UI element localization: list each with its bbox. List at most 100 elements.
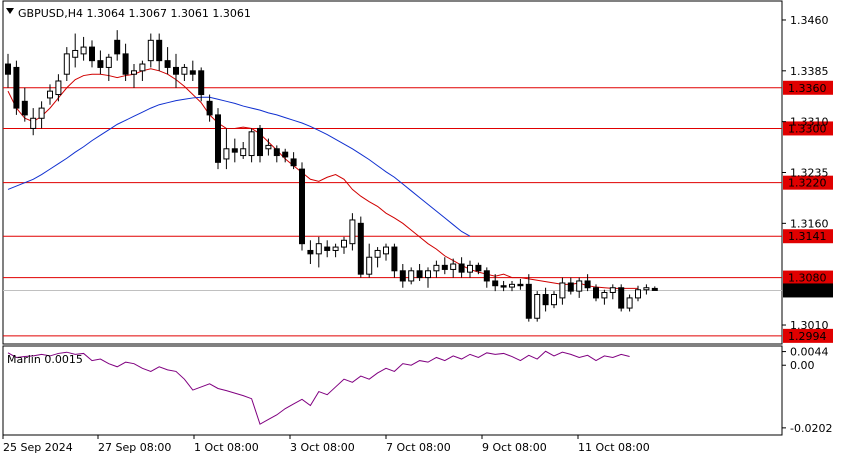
y-tick-label: 1.3460 xyxy=(790,14,829,27)
candle-body xyxy=(198,70,205,96)
candle-body xyxy=(80,46,87,55)
y-tick-label: 1.3010 xyxy=(790,319,829,332)
level-tag-label: 1.3080 xyxy=(788,272,827,285)
candle-body xyxy=(21,100,28,116)
candle-body xyxy=(618,287,625,309)
level-tag-label: 1.3141 xyxy=(788,230,827,243)
candle-body xyxy=(265,144,272,150)
candle-body xyxy=(30,117,37,129)
candle-body xyxy=(5,63,11,75)
candle-body xyxy=(433,264,440,272)
x-tick-label: 25 Sep 2024 xyxy=(3,441,73,454)
candle-body xyxy=(114,39,121,55)
osc-y-tick-label: 0.00 xyxy=(790,359,815,372)
candle-body xyxy=(248,131,255,157)
candle-body xyxy=(542,294,549,306)
candle-body xyxy=(105,56,112,68)
candle-body xyxy=(332,246,339,251)
candle-body xyxy=(55,80,62,96)
candle-body xyxy=(391,246,398,272)
candle-body xyxy=(509,283,515,288)
level-tag xyxy=(783,328,833,343)
candle-body xyxy=(147,39,154,62)
current-price-label: 1.3061 xyxy=(788,284,827,297)
candle-body xyxy=(47,90,53,99)
candle-body xyxy=(215,114,221,163)
candle-body xyxy=(483,270,490,282)
candle-body xyxy=(299,168,305,245)
candle-body xyxy=(584,280,591,289)
candle-body xyxy=(89,46,95,62)
indicator-label: Marlin 0.0015 xyxy=(7,353,83,366)
osc-y-tick-label: -0.0202 xyxy=(790,422,832,435)
x-tick-label: 1 Oct 08:00 xyxy=(194,441,259,454)
candle-body xyxy=(593,287,599,299)
level-tag-label: 1.3300 xyxy=(788,122,827,135)
candle-body xyxy=(416,270,423,279)
candle-body xyxy=(609,287,616,293)
candle-body xyxy=(559,282,566,299)
candle-body xyxy=(635,289,641,299)
candle-body xyxy=(257,127,263,157)
candle-body xyxy=(408,270,415,282)
candle-body xyxy=(240,148,247,157)
x-tick-label: 7 Oct 08:00 xyxy=(386,441,451,454)
candle-body xyxy=(181,66,188,75)
candle-body xyxy=(273,148,280,157)
candle-body xyxy=(341,239,347,248)
candle-body xyxy=(492,280,499,287)
symbol-dropdown-icon[interactable] xyxy=(6,8,14,14)
candle-body xyxy=(567,282,574,292)
candle-body xyxy=(601,291,608,299)
candle-body xyxy=(576,280,583,292)
candle-body xyxy=(189,70,196,75)
level-tag xyxy=(783,270,833,285)
moving-average-red xyxy=(7,68,638,289)
indicator-panel[interactable] xyxy=(2,345,783,436)
candle-body xyxy=(525,283,532,319)
level-tag xyxy=(783,175,833,190)
level-tag-label: 1.3360 xyxy=(788,82,827,95)
candle-body xyxy=(324,246,331,251)
candle-body xyxy=(282,151,289,158)
level-tag-label: 1.3220 xyxy=(788,177,827,190)
candle-body xyxy=(357,222,364,275)
candle-body xyxy=(374,249,381,258)
candle-body xyxy=(206,100,213,116)
candle-body xyxy=(458,263,465,273)
candle-body xyxy=(223,148,230,160)
osc-y-tick-label: 0.0044 xyxy=(790,346,829,359)
candle-body xyxy=(500,285,507,288)
candle-body xyxy=(399,270,406,282)
candle-body xyxy=(307,249,314,255)
y-tick-label: 1.3160 xyxy=(790,217,829,230)
candle-body xyxy=(643,287,650,291)
y-tick-label: 1.3235 xyxy=(790,167,829,180)
marlin-line xyxy=(7,350,630,425)
candle-body xyxy=(626,297,633,309)
candle-body xyxy=(156,39,163,62)
level-tag xyxy=(783,121,833,136)
level-tag xyxy=(783,229,833,244)
candle-body xyxy=(534,294,541,319)
candle-body xyxy=(139,63,146,72)
candle-body xyxy=(164,60,171,68)
x-tick-label: 27 Sep 08:00 xyxy=(98,441,171,454)
candle-body xyxy=(315,243,322,255)
candle-body xyxy=(517,283,524,287)
level-tag-label: 1.2994 xyxy=(788,330,827,343)
y-tick-label: 1.3310 xyxy=(790,116,829,129)
candle-body xyxy=(349,219,356,245)
candle-body xyxy=(551,294,557,306)
chart-header: GBPUSD,H4 1.3064 1.3067 1.3061 1.3061 xyxy=(18,7,251,20)
candle-body xyxy=(366,256,373,275)
candle-body xyxy=(290,158,297,167)
candle-body xyxy=(131,70,137,75)
candle-body xyxy=(13,66,20,109)
candle-body xyxy=(173,66,179,75)
candle-body xyxy=(231,148,238,153)
current-price-tag xyxy=(783,283,833,298)
candle-body xyxy=(441,264,448,270)
